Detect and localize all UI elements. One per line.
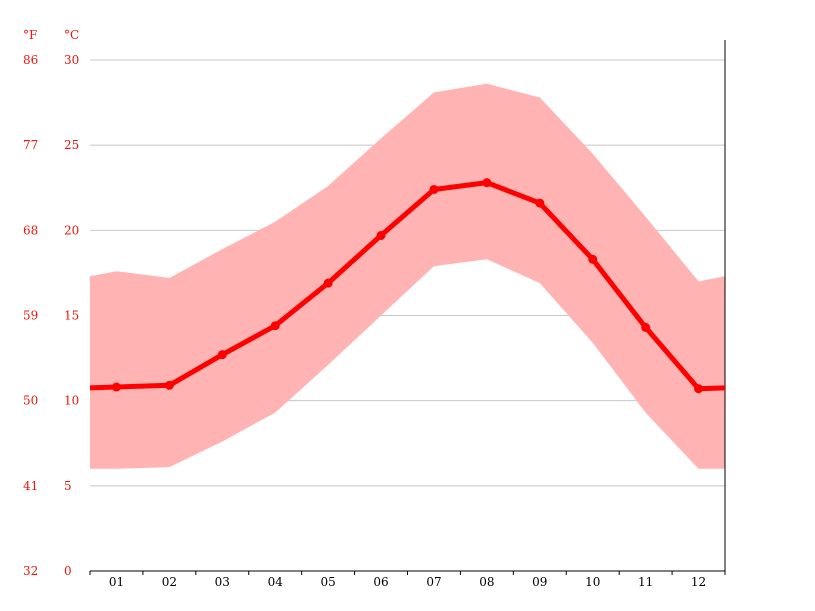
unit-celsius-label: °C: [64, 28, 79, 42]
unit-fahrenheit-label: °F: [23, 28, 37, 42]
x-tick-label: 08: [479, 575, 494, 589]
y-tick-celsius: 5: [64, 479, 72, 493]
x-tick-label: 01: [109, 575, 124, 589]
x-tick-label: 03: [215, 575, 230, 589]
x-tick-label: 10: [585, 575, 600, 589]
y-tick-fahrenheit: 59: [23, 309, 38, 323]
x-tick-label: 06: [373, 575, 388, 589]
y-tick-celsius: 15: [64, 309, 79, 323]
y-tick-celsius: 0: [64, 564, 72, 578]
y-tick-fahrenheit: 32: [23, 564, 38, 578]
average-point-02: [164, 380, 174, 390]
x-tick-label: 05: [320, 575, 335, 589]
x-axis-ticks: 01 02 03 04 05 06 07 08 09 10 11 12: [89, 571, 726, 589]
y-tick-fahrenheit: 86: [23, 53, 38, 67]
average-point-06: [376, 230, 386, 240]
average-point-05: [323, 278, 333, 288]
x-tick-label: 04: [268, 575, 284, 589]
average-temperature-points: [111, 178, 704, 394]
y-tick-celsius: 10: [64, 394, 79, 408]
y-tick-celsius: 25: [64, 138, 79, 152]
y-tick-fahrenheit: 77: [23, 138, 38, 152]
x-tick-label: 02: [162, 575, 177, 589]
average-point-03: [217, 350, 227, 360]
average-point-01: [111, 382, 121, 392]
average-point-09: [535, 198, 545, 208]
x-tick-label: 09: [532, 575, 547, 589]
y-tick-fahrenheit: 50: [23, 394, 38, 408]
y-tick-fahrenheit: 68: [23, 223, 38, 237]
average-point-08: [482, 178, 492, 188]
average-point-11: [641, 322, 651, 332]
x-tick-label: 12: [691, 575, 706, 589]
y-tick-celsius: 30: [64, 53, 79, 67]
x-tick-label: 11: [638, 575, 653, 589]
x-tick-label: 07: [426, 575, 441, 589]
y-tick-celsius: 20: [64, 223, 79, 237]
average-point-04: [270, 321, 280, 331]
average-point-12: [694, 384, 704, 394]
y-tick-fahrenheit: 41: [23, 479, 38, 493]
average-point-07: [429, 184, 439, 194]
axis-labels: °F °C 32 0 41 5 50 10 59 15 68 20 77 25 86 30: [23, 28, 79, 578]
temperature-range-band: [90, 83, 725, 469]
average-temperature-line: [89, 180, 726, 392]
average-point-10: [588, 254, 598, 264]
